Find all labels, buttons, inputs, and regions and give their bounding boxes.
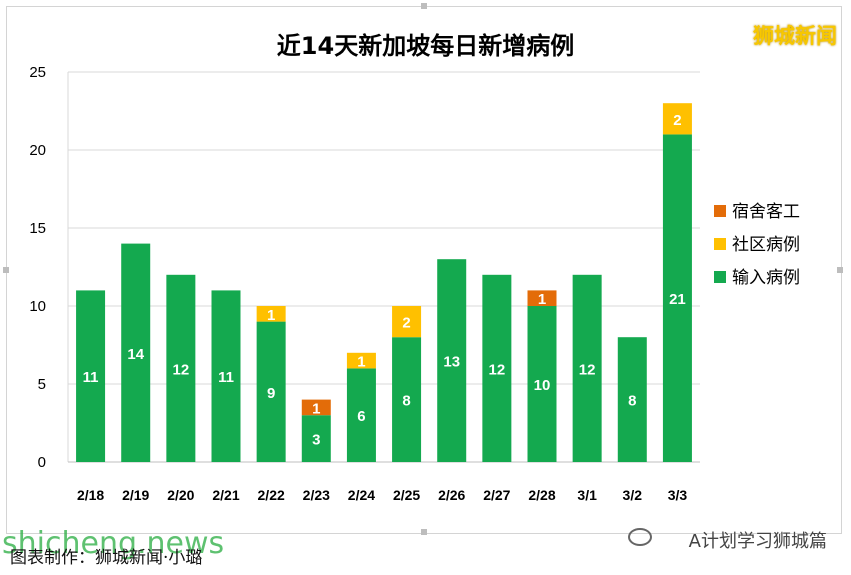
y-tick-label: 0: [38, 454, 46, 471]
x-tick-label: 2/20: [167, 487, 194, 503]
bar-segment: [166, 274, 196, 462]
bar-segment: [662, 103, 692, 135]
data-label: 8: [402, 393, 410, 410]
frame-handle-right: [837, 267, 843, 273]
bar-segment: [527, 306, 557, 462]
data-label: 21: [669, 291, 686, 308]
bar-segment: [256, 321, 286, 462]
bar-segment: [392, 337, 422, 462]
bar-segment: [211, 290, 241, 462]
legend-label: 宿舍客工: [732, 202, 800, 222]
data-label: 12: [579, 361, 596, 378]
bar-segment: [662, 134, 692, 462]
x-tick-label: 2/19: [122, 487, 149, 503]
bar-segment: [121, 243, 151, 462]
x-tick-label: 3/1: [577, 487, 597, 503]
y-tick-label: 5: [38, 376, 46, 393]
bar-segment: [301, 415, 331, 462]
footer-credit: 图表制作：狮城新闻·小璐: [10, 548, 203, 568]
chart-frame: [3, 3, 843, 535]
data-label: 2: [673, 112, 681, 129]
bar-segment: [617, 337, 647, 462]
data-label: 12: [173, 361, 190, 378]
data-label: 11: [218, 369, 234, 386]
bar-segment: [346, 368, 376, 462]
legend-swatch: [714, 271, 726, 283]
data-label: 13: [443, 354, 460, 371]
chart-title: 近14天新加坡每日新增病例: [276, 32, 575, 60]
x-tick-label: 2/27: [483, 487, 510, 503]
data-label: 9: [267, 385, 275, 402]
data-label: 8: [628, 393, 636, 410]
data-label: 14: [127, 346, 144, 363]
x-tick-label: 2/22: [258, 487, 285, 503]
x-tick-label: 2/24: [348, 487, 375, 503]
watermark-logo: 狮城新闻: [753, 24, 837, 48]
data-label: 3: [312, 432, 320, 449]
bar-segment: [482, 274, 512, 462]
frame-handle-left: [3, 267, 9, 273]
data-label: 12: [489, 361, 506, 378]
legend-label: 社区病例: [732, 235, 800, 255]
bar-segment: [346, 352, 376, 369]
footer-site-watermark: shicheng.news: [2, 526, 225, 561]
data-label: 6: [357, 408, 365, 425]
frame-handle-top: [421, 3, 427, 9]
legend-swatch: [714, 238, 726, 250]
bar-segment: [256, 306, 286, 322]
data-label: 1: [538, 291, 546, 308]
x-tick-label: 2/23: [303, 487, 330, 503]
wechat-icon: [628, 528, 652, 546]
data-label: 1: [312, 400, 320, 417]
x-tick-label: 2/21: [212, 487, 239, 503]
y-tick-label: 20: [29, 142, 46, 159]
x-tick-label: 2/28: [528, 487, 555, 503]
data-label: 1: [357, 354, 365, 371]
data-label: 2: [402, 315, 410, 332]
x-tick-label: 2/26: [438, 487, 465, 503]
bar-segment: [572, 274, 602, 462]
x-tick-label: 2/25: [393, 487, 420, 503]
x-tick-label: 2/18: [77, 487, 104, 503]
bar-segment: [527, 290, 557, 306]
bar-segment: [76, 290, 106, 462]
y-tick-label: 25: [29, 64, 46, 81]
bar-segment: [301, 399, 331, 416]
bar-segment: [437, 259, 467, 462]
y-tick-label: 10: [29, 298, 46, 315]
legend-label: 输入病例: [732, 268, 800, 288]
x-tick-label: 3/2: [623, 487, 643, 503]
data-label: 1: [267, 307, 275, 324]
bar-segment: [392, 306, 422, 338]
x-tick-label: 3/3: [668, 487, 688, 503]
y-tick-label: 15: [29, 220, 46, 237]
legend-swatch: [714, 205, 726, 217]
data-label: 10: [534, 377, 551, 394]
frame-handle-bottom: [421, 529, 427, 535]
data-label: 11: [83, 369, 99, 386]
footer-account: A计划学习狮城篇: [688, 531, 827, 552]
